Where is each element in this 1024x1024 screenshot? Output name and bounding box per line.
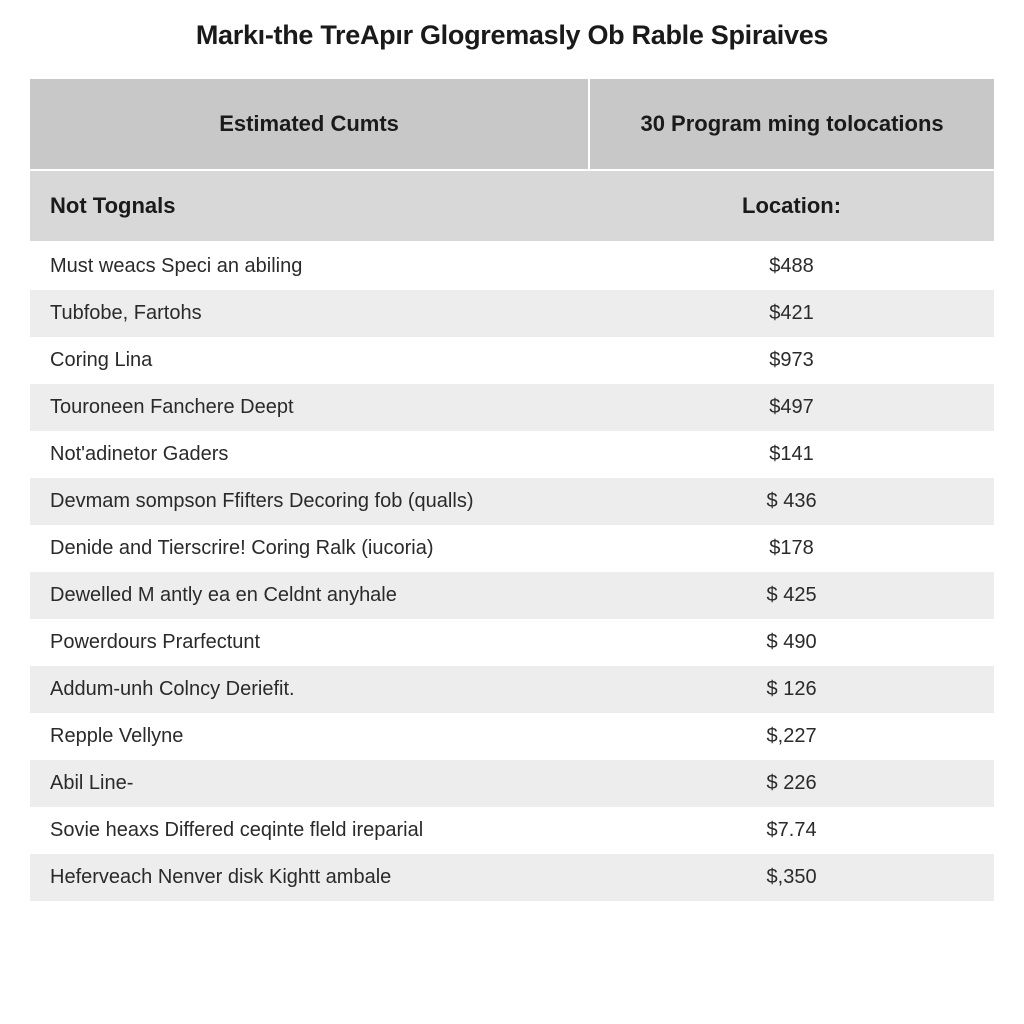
- row-value: $7.74: [589, 807, 994, 854]
- row-value: $,227: [589, 713, 994, 760]
- row-label: Not'adinetor Gaders: [30, 431, 589, 478]
- row-value: $ 126: [589, 666, 994, 713]
- row-value: $178: [589, 525, 994, 572]
- row-value: $,350: [589, 854, 994, 901]
- page-title: Markı-the TreApır Glogremasly Ob Rable S…: [30, 20, 994, 51]
- row-value: $ 490: [589, 619, 994, 666]
- table-row: Not'adinetor Gaders $141: [30, 431, 994, 478]
- row-value: $497: [589, 384, 994, 431]
- table-row: Tubfobe, Fartohs $421: [30, 290, 994, 337]
- table-row: Touroneen Fanchere Deept $497: [30, 384, 994, 431]
- table-row: Powerdours Prarfectunt $ 490: [30, 619, 994, 666]
- row-value: $ 425: [589, 572, 994, 619]
- table-body: Must weacs Speci an abiling $488 Tubfobe…: [30, 242, 994, 901]
- row-label: Touroneen Fanchere Deept: [30, 384, 589, 431]
- table-row: Abil Line- $ 226: [30, 760, 994, 807]
- row-value: $141: [589, 431, 994, 478]
- row-label: Denide and Tierscrire! Coring Ralk (iuco…: [30, 525, 589, 572]
- table-subheader-row: Not Tognals Location:: [30, 170, 994, 242]
- data-table: Estimated Cumts 30 Program ming tolocati…: [30, 79, 994, 901]
- row-label: Powerdours Prarfectunt: [30, 619, 589, 666]
- table-row: Sovie heaxs Differed ceqinte fleld irepa…: [30, 807, 994, 854]
- row-label: Abil Line-: [30, 760, 589, 807]
- header-locations: 30 Program ming tolocations: [589, 79, 994, 170]
- table-row: Dewelled M antly ea en Celdnt anyhale $ …: [30, 572, 994, 619]
- table-row: Must weacs Speci an abiling $488: [30, 242, 994, 290]
- row-label: Coring Lina: [30, 337, 589, 384]
- row-label: Heferveach Nenver disk Kightt ambale: [30, 854, 589, 901]
- row-label: Repple Vellyne: [30, 713, 589, 760]
- row-value: $421: [589, 290, 994, 337]
- table-row: Denide and Tierscrire! Coring Ralk (iuco…: [30, 525, 994, 572]
- table-row: Heferveach Nenver disk Kightt ambale $,3…: [30, 854, 994, 901]
- row-label: Addum-unh Colncy Deriefit.: [30, 666, 589, 713]
- row-value: $488: [589, 242, 994, 290]
- row-label: Sovie heaxs Differed ceqinte fleld irepa…: [30, 807, 589, 854]
- row-value: $ 436: [589, 478, 994, 525]
- row-value: $ 226: [589, 760, 994, 807]
- row-label: Dewelled M antly ea en Celdnt anyhale: [30, 572, 589, 619]
- header-estimated: Estimated Cumts: [30, 79, 589, 170]
- row-label: Tubfobe, Fartohs: [30, 290, 589, 337]
- subheader-right: Location:: [589, 170, 994, 242]
- table-row: Devmam sompson Ffifters Decoring fob (qu…: [30, 478, 994, 525]
- page-container: Markı-the TreApır Glogremasly Ob Rable S…: [0, 0, 1024, 901]
- row-label: Devmam sompson Ffifters Decoring fob (qu…: [30, 478, 589, 525]
- row-label: Must weacs Speci an abiling: [30, 242, 589, 290]
- table-row: Addum-unh Colncy Deriefit. $ 126: [30, 666, 994, 713]
- table-row: Coring Lina $973: [30, 337, 994, 384]
- table-header-row: Estimated Cumts 30 Program ming tolocati…: [30, 79, 994, 170]
- row-value: $973: [589, 337, 994, 384]
- table-row: Repple Vellyne $,227: [30, 713, 994, 760]
- subheader-left: Not Tognals: [30, 170, 589, 242]
